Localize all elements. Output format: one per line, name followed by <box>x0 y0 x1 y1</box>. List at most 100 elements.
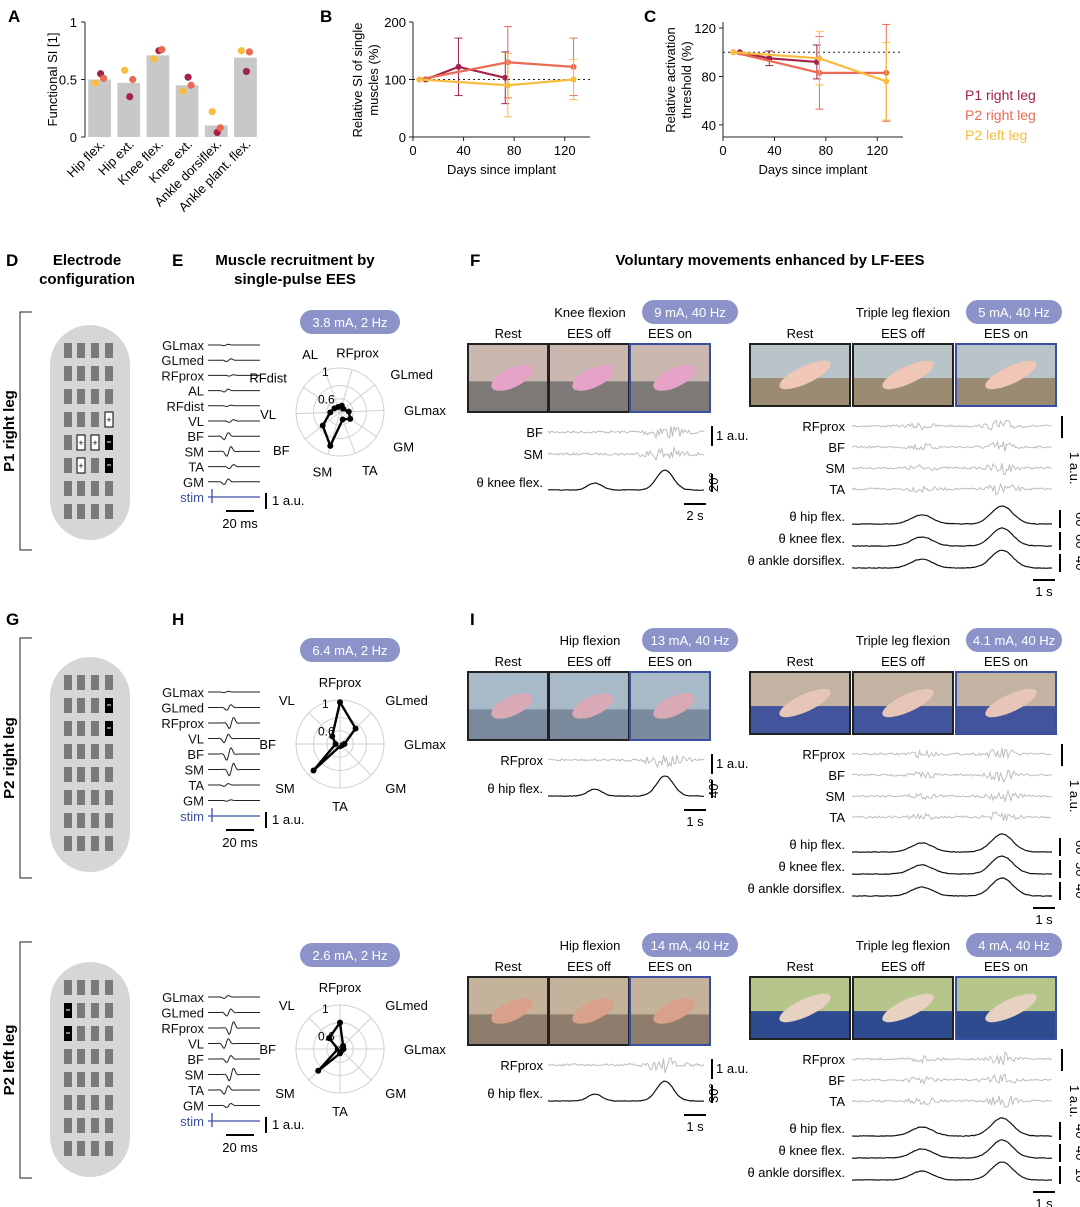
emg-trace <box>851 482 1052 496</box>
video-frame <box>749 976 851 1040</box>
emg-trace <box>851 789 1052 803</box>
data-point <box>416 76 423 83</box>
scalebar-time-label: 1 s <box>686 814 704 829</box>
photo-leg <box>882 688 934 718</box>
emg-label: TA <box>829 482 845 497</box>
photo-leg <box>572 365 614 391</box>
emg-trace <box>208 762 260 777</box>
kinematic-trace <box>851 855 1053 875</box>
video-frame <box>852 976 954 1040</box>
emg-label: SM <box>524 447 544 462</box>
bar <box>88 79 111 137</box>
electrode <box>77 1118 85 1133</box>
electrode <box>91 980 99 995</box>
photo-leg <box>653 693 695 719</box>
video-frame <box>852 343 954 407</box>
data-point-p2_left <box>179 87 187 95</box>
radar-ring <box>313 385 367 439</box>
electrode <box>64 1049 72 1064</box>
electrode <box>105 504 113 519</box>
emg-trace <box>208 1085 260 1095</box>
radar-shape <box>317 1019 345 1072</box>
electrode <box>91 698 99 713</box>
tick-label-y: 80 <box>702 69 716 84</box>
trace-label: VL <box>188 1037 204 1052</box>
movement-title: Triple leg flexion <box>856 938 950 953</box>
radar-tick: 1 <box>322 697 329 711</box>
trace-label: TA <box>188 778 204 793</box>
photo-leg <box>572 998 614 1024</box>
data-point-p2_right <box>187 81 195 89</box>
axis-label-y: Relative activation <box>663 27 678 133</box>
trace-label: stim <box>180 809 204 824</box>
radar-axis-label: TA <box>332 799 348 814</box>
tick-label-y: 0.5 <box>59 73 77 88</box>
panel-letter-g: G <box>6 610 19 629</box>
scalebar-angle-label: 40° <box>1073 1124 1080 1144</box>
electrode <box>91 1049 99 1064</box>
kinematic-label: θ knee flex. <box>779 531 846 546</box>
video-frame <box>955 671 1057 735</box>
scalebar-x-label: 20 ms <box>222 835 258 850</box>
electrode <box>105 1072 113 1087</box>
trace-label: GLmax <box>162 990 204 1005</box>
data-point-p1_right <box>126 93 134 101</box>
electrode <box>64 481 72 496</box>
electrode <box>91 1026 99 1041</box>
scalebar-y-label: 1 a.u. <box>716 1061 749 1076</box>
electrode <box>77 1095 85 1110</box>
row-0: ++ ++GLmaxGLmedRFproxALRFdistVLBFSMTAGMst… <box>50 300 1080 599</box>
radar-spoke <box>339 743 372 776</box>
axis-label-y: Functional SI [1] <box>45 33 60 127</box>
emg-trace <box>208 717 260 730</box>
tick-label-x: 0 <box>409 143 416 158</box>
scalebar-angle-label: 60° <box>1073 512 1080 532</box>
emg-trace <box>852 1051 1052 1066</box>
electrode <box>64 675 72 690</box>
electrode <box>64 1095 72 1110</box>
emg-label: BF <box>526 425 543 440</box>
electrode <box>105 790 113 805</box>
bar <box>117 82 141 137</box>
video-frame <box>467 343 549 413</box>
legend-p2-left: P2 left leg <box>965 127 1027 143</box>
electrode <box>91 458 99 473</box>
photo-column-label: EES off <box>881 326 925 341</box>
legend-p1-right: P1 right leg <box>965 87 1036 103</box>
series-line <box>419 61 574 81</box>
photo-frame <box>629 976 711 1046</box>
data-point-p1_right <box>242 67 251 76</box>
photo-leg <box>882 993 934 1023</box>
electrode <box>77 675 85 690</box>
emg-trace <box>208 746 260 761</box>
movement-pill: 4.1 mA, 40 Hz <box>973 633 1055 648</box>
trace-label: GLmax <box>162 685 204 700</box>
emg-trace <box>208 704 260 711</box>
bar <box>146 55 170 137</box>
photo-frame <box>749 976 851 1040</box>
photo-leg <box>985 688 1037 718</box>
movement-pill: 4 mA, 40 Hz <box>978 938 1050 953</box>
radar-axis-label: RFprox <box>319 675 362 690</box>
kinematic-trace <box>851 527 1053 547</box>
electrode <box>105 389 113 404</box>
electrode <box>64 458 72 473</box>
row-label-p2-right: P2 right leg <box>1 717 18 799</box>
electrode <box>91 836 99 851</box>
electrode <box>91 1095 99 1110</box>
video-frame <box>467 671 549 741</box>
trace-label: SM <box>185 444 205 459</box>
emg-label: TA <box>829 810 845 825</box>
scalebar-angle-label: 40° <box>1073 884 1080 904</box>
row-label-p1: P1 right leg <box>1 390 18 472</box>
photo-frame <box>852 671 954 735</box>
data-point <box>455 63 462 70</box>
tick-label-x: 0 <box>719 143 726 158</box>
kinematic-label: θ ankle dorsiflex. <box>747 881 845 896</box>
electrode-sign: + <box>78 461 83 471</box>
radar-shape <box>321 404 352 449</box>
radar-tick: 1 <box>322 365 329 379</box>
electrode <box>105 1049 113 1064</box>
photo-column-label: Rest <box>787 959 814 974</box>
radar-axis-label: GLmed <box>390 367 433 382</box>
